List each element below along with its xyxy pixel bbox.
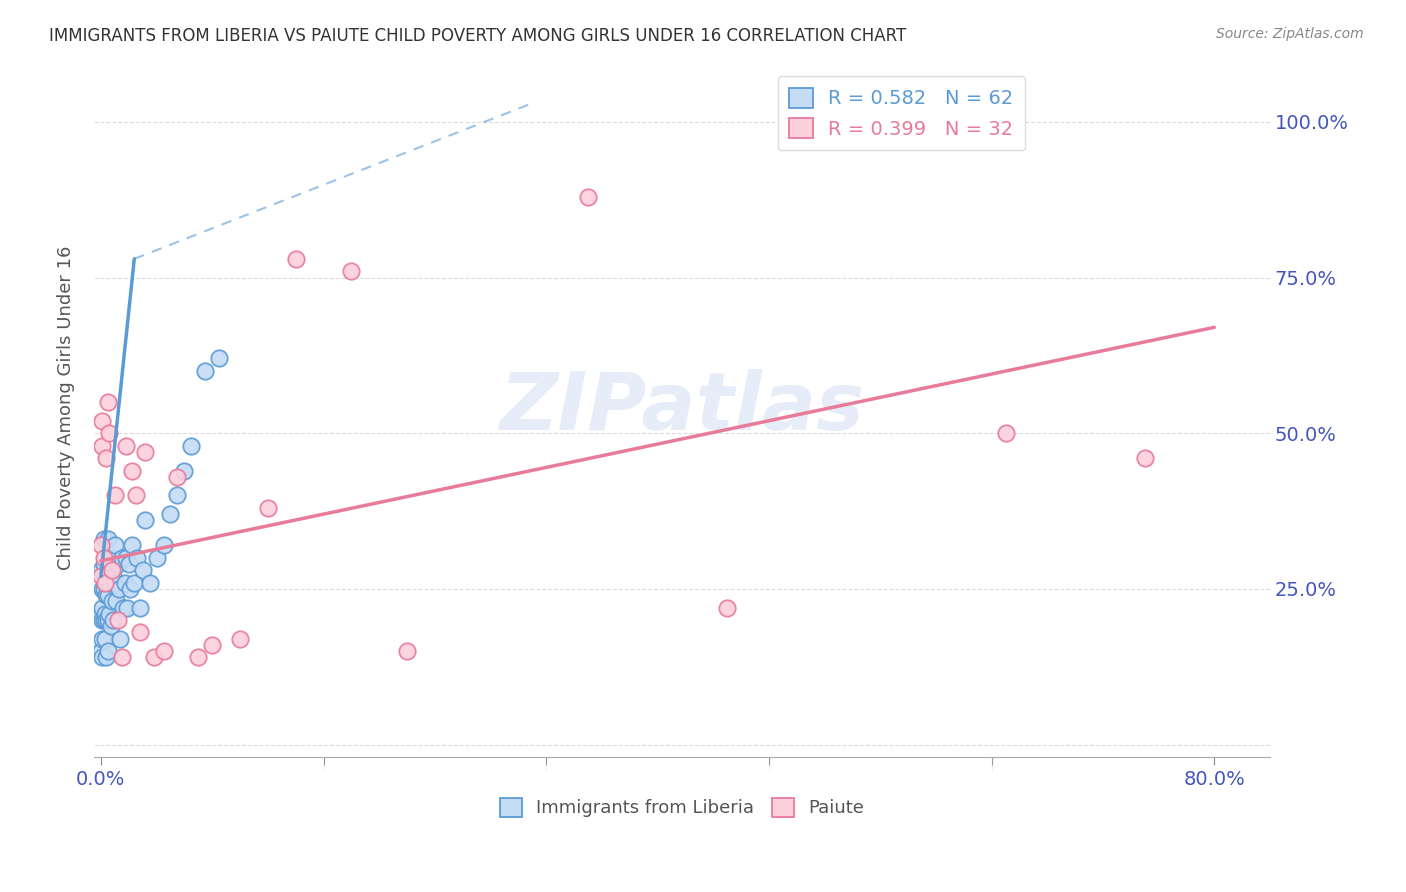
Point	[96, 650, 118, 665]
Point	[91, 582, 114, 596]
Point	[104, 575, 127, 590]
Point	[97, 563, 120, 577]
Point	[96, 451, 118, 466]
Point	[173, 464, 195, 478]
Point	[159, 507, 181, 521]
Point	[187, 650, 209, 665]
Point	[101, 594, 124, 608]
Point	[93, 613, 115, 627]
Point	[145, 550, 167, 565]
Point	[108, 582, 131, 596]
Point	[98, 607, 121, 621]
Point	[90, 569, 112, 583]
Point	[118, 557, 141, 571]
Point	[340, 264, 363, 278]
Point	[111, 550, 134, 565]
Point	[152, 644, 174, 658]
Legend: Immigrants from Liberia, Paiute: Immigrants from Liberia, Paiute	[492, 791, 872, 824]
Point	[201, 638, 224, 652]
Point	[115, 439, 138, 453]
Point	[93, 582, 115, 596]
Point	[716, 600, 738, 615]
Point	[98, 426, 121, 441]
Point	[284, 252, 307, 266]
Point	[117, 600, 139, 615]
Point	[91, 439, 114, 453]
Point	[134, 513, 156, 527]
Point	[131, 563, 153, 577]
Point	[93, 550, 115, 565]
Point	[107, 613, 129, 627]
Text: Source: ZipAtlas.com: Source: ZipAtlas.com	[1216, 27, 1364, 41]
Point	[97, 644, 120, 658]
Point	[94, 575, 117, 590]
Point	[98, 575, 121, 590]
Point	[166, 488, 188, 502]
Point	[94, 632, 117, 646]
Point	[396, 644, 419, 658]
Point	[194, 364, 217, 378]
Point	[91, 632, 114, 646]
Point	[124, 575, 146, 590]
Point	[128, 600, 150, 615]
Point	[112, 600, 135, 615]
Point	[94, 575, 117, 590]
Point	[114, 575, 136, 590]
Point	[97, 395, 120, 409]
Point	[125, 550, 148, 565]
Point	[91, 650, 114, 665]
Point	[166, 469, 188, 483]
Point	[94, 550, 117, 565]
Point	[100, 619, 122, 633]
Point	[94, 607, 117, 621]
Point	[101, 550, 124, 565]
Point	[100, 563, 122, 577]
Point	[115, 550, 138, 565]
Point	[994, 426, 1017, 441]
Point	[93, 557, 115, 571]
Point	[96, 588, 118, 602]
Point	[257, 500, 280, 515]
Point	[110, 632, 132, 646]
Point	[104, 538, 127, 552]
Point	[121, 464, 143, 478]
Point	[105, 594, 128, 608]
Point	[142, 650, 165, 665]
Point	[107, 557, 129, 571]
Point	[1133, 451, 1156, 466]
Point	[91, 613, 114, 627]
Point	[90, 538, 112, 552]
Point	[97, 532, 120, 546]
Point	[134, 445, 156, 459]
Point	[138, 575, 160, 590]
Point	[101, 563, 124, 577]
Text: IMMIGRANTS FROM LIBERIA VS PAIUTE CHILD POVERTY AMONG GIRLS UNDER 16 CORRELATION: IMMIGRANTS FROM LIBERIA VS PAIUTE CHILD …	[49, 27, 907, 45]
Point	[93, 532, 115, 546]
Point	[91, 414, 114, 428]
Point	[180, 439, 202, 453]
Point	[90, 607, 112, 621]
Point	[97, 613, 120, 627]
Point	[97, 588, 120, 602]
Point	[96, 569, 118, 583]
Point	[91, 600, 114, 615]
Point	[208, 351, 231, 366]
Point	[128, 625, 150, 640]
Point	[576, 189, 599, 203]
Point	[98, 550, 121, 565]
Point	[125, 488, 148, 502]
Point	[152, 538, 174, 552]
Point	[90, 563, 112, 577]
Point	[90, 644, 112, 658]
Point	[103, 613, 125, 627]
Text: ZIPatlas: ZIPatlas	[499, 369, 865, 447]
Point	[96, 613, 118, 627]
Point	[104, 488, 127, 502]
Point	[111, 650, 134, 665]
Point	[103, 569, 125, 583]
Y-axis label: Child Poverty Among Girls Under 16: Child Poverty Among Girls Under 16	[58, 246, 75, 571]
Point	[121, 538, 143, 552]
Point	[120, 582, 142, 596]
Point	[229, 632, 252, 646]
